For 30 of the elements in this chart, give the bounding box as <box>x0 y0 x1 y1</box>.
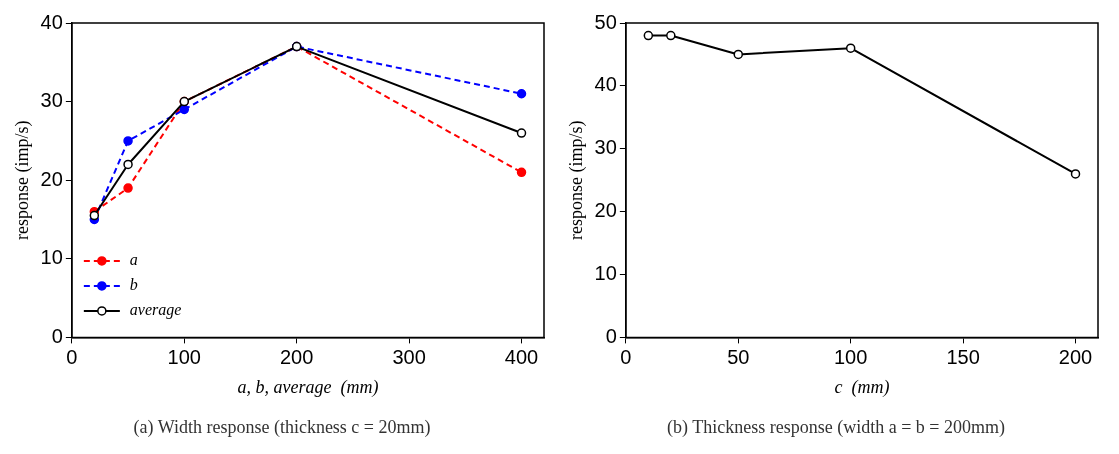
x-tick-label: 200 <box>1058 345 1093 368</box>
y-tick-label: 20 <box>40 167 63 190</box>
x-axis-title: a, b, average (mm) <box>237 376 379 398</box>
x-tick-label: 0 <box>620 345 632 368</box>
x-tick-label: 300 <box>392 345 426 368</box>
y-tick-label: 20 <box>594 199 617 222</box>
text: (a) Width response (thickness c = 20mm) <box>132 417 432 438</box>
x-tick-label: 150 <box>946 345 980 368</box>
x-tick-label: 0 <box>66 345 78 368</box>
x-tick-label: 200 <box>279 345 314 368</box>
text: (b) Thickness response (width a = b = 200mm) <box>666 417 1006 438</box>
y-axis-title: response (imp/s) <box>565 120 587 240</box>
x-tick-label: 400 <box>504 345 539 368</box>
y-tick-label: 50 <box>594 10 617 33</box>
legend-label: average <box>129 301 182 320</box>
y-tick-label: 40 <box>594 73 617 96</box>
y-tick-label: 40 <box>40 10 63 33</box>
y-tick-label: 30 <box>594 136 617 159</box>
x-tick-label: 100 <box>167 345 201 368</box>
y-tick-label: 30 <box>40 89 63 112</box>
y-tick-label: 0 <box>51 324 63 347</box>
y-tick-label: 10 <box>594 262 617 285</box>
legend-label: b <box>129 276 138 294</box>
y-tick-label: 10 <box>40 246 63 269</box>
x-axis-title: c (mm) <box>834 376 890 398</box>
legend-label: a <box>129 251 138 269</box>
x-tick-label: 50 <box>727 345 750 368</box>
y-axis-title: response (imp/s) <box>11 120 33 240</box>
y-tick-label: 0 <box>605 324 617 347</box>
x-tick-label: 100 <box>833 345 868 368</box>
